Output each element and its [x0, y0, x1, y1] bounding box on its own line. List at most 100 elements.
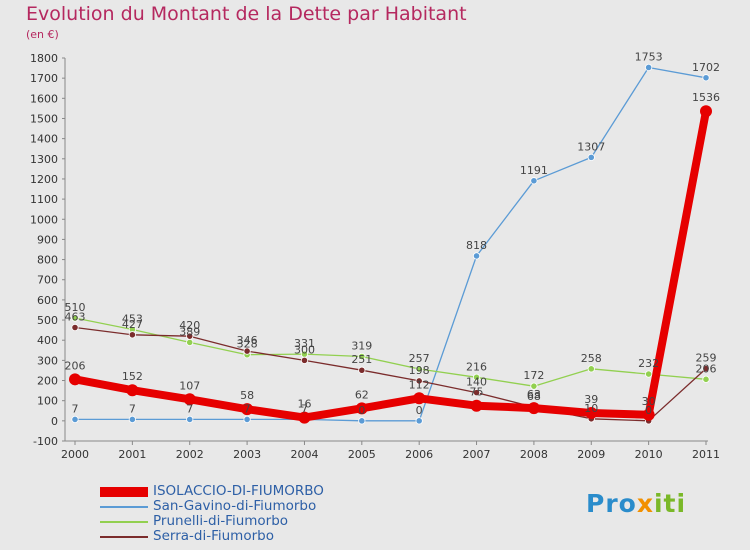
data-point — [530, 382, 538, 390]
series-lines — [71, 66, 710, 422]
data-point — [645, 370, 653, 378]
chart-subtitle: (en €) — [26, 28, 59, 41]
y-tick-label: 800 — [37, 254, 58, 267]
data-label: 7 — [129, 402, 136, 415]
data-point — [587, 153, 595, 161]
data-point — [413, 392, 426, 405]
data-label: 107 — [179, 379, 200, 392]
data-label: 63 — [527, 388, 541, 401]
x-tick-label: 2010 — [635, 448, 663, 461]
data-label: 1753 — [635, 50, 663, 63]
x-tick-label: 2004 — [290, 448, 318, 461]
legend-swatch-san-gavino — [100, 506, 148, 508]
data-point — [183, 393, 196, 406]
data-label: 1536 — [692, 91, 720, 104]
legend-label-san-gavino: San-Gavino-di-Fiumorbo — [153, 498, 317, 514]
data-label: 420 — [179, 319, 200, 332]
data-label: 258 — [581, 352, 602, 365]
y-tick-label: 1500 — [30, 112, 58, 125]
data-label: 251 — [351, 353, 372, 366]
data-point — [415, 417, 423, 425]
data-point — [642, 408, 655, 421]
data-label: 259 — [696, 352, 717, 365]
y-tick-label: 1300 — [30, 153, 58, 166]
data-label: 68 — [527, 390, 541, 403]
y-tick-label: 400 — [37, 334, 58, 347]
data-label: 206 — [65, 359, 86, 372]
data-point — [241, 403, 254, 416]
data-label: 463 — [65, 311, 86, 324]
x-tick-label: 2000 — [61, 448, 89, 461]
data-label: 232 — [638, 357, 659, 370]
legend-label-serra: Serra-di-Fiumorbo — [153, 528, 274, 544]
data-label: 172 — [523, 369, 544, 382]
data-point — [472, 389, 481, 397]
x-tick-label: 2005 — [348, 448, 376, 461]
data-point — [71, 415, 79, 424]
data-label: 216 — [466, 360, 487, 373]
data-label: 1307 — [577, 140, 605, 153]
data-label: 1191 — [520, 164, 548, 177]
data-label: 58 — [240, 389, 254, 402]
y-tick-label: 1700 — [30, 72, 58, 85]
data-point — [71, 323, 79, 332]
data-label: 112 — [409, 378, 430, 391]
data-point — [358, 417, 366, 425]
data-point — [587, 365, 595, 373]
data-label: 152 — [122, 370, 143, 383]
series-line — [74, 317, 707, 387]
data-point — [298, 411, 311, 424]
data-label: 75 — [470, 386, 484, 399]
data-label: 0 — [358, 404, 365, 417]
y-tick-label: 0 — [51, 415, 58, 428]
series-line — [74, 326, 707, 422]
chart-title: Evolution du Montant de la Dette par Hab… — [26, 3, 467, 25]
data-point — [69, 373, 81, 386]
value-labels: 7 7 7 7 7 0 0 818 1191 1307 1753 1702 510 453 389 328 33… — [65, 50, 721, 416]
data-label: 198 — [409, 364, 430, 377]
data-label: 0 — [416, 404, 423, 417]
data-label: 1702 — [692, 61, 720, 74]
data-point — [470, 399, 483, 412]
legend-swatch-prunelli — [100, 521, 148, 523]
data-label: 257 — [409, 352, 430, 365]
y-tick-label: 300 — [37, 354, 58, 367]
x-tick-label: 2006 — [405, 448, 433, 461]
legend-label-prunelli: Prunelli-di-Fiumorbo — [153, 513, 289, 529]
data-label: 510 — [65, 301, 86, 314]
x-tick-label: 2011 — [692, 448, 720, 461]
data-point — [71, 314, 79, 322]
series-points — [69, 63, 712, 425]
y-tick-label: 1600 — [30, 92, 58, 105]
series-line — [71, 107, 710, 422]
data-label: 62 — [355, 388, 369, 401]
data-label: 10 — [584, 402, 598, 415]
data-label: 7 — [244, 402, 251, 415]
data-point — [186, 415, 194, 424]
data-point — [530, 177, 538, 185]
data-label: 427 — [122, 318, 143, 331]
data-label: 818 — [466, 239, 487, 252]
data-label: 453 — [122, 313, 143, 326]
data-point — [358, 366, 366, 374]
data-point — [128, 415, 136, 424]
data-point — [585, 406, 598, 419]
legend-swatch-isolaccio — [100, 487, 148, 497]
data-label: 0 — [645, 404, 652, 417]
data-point — [702, 375, 710, 383]
data-point — [527, 402, 540, 415]
data-point — [645, 63, 653, 72]
data-label: 346 — [237, 334, 258, 347]
y-tick-label: 200 — [37, 375, 58, 388]
data-label: 331 — [294, 337, 315, 350]
data-point — [415, 377, 423, 385]
series-line — [74, 66, 707, 422]
data-point — [415, 365, 423, 373]
x-tick-label: 2008 — [520, 448, 548, 461]
y-tick-label: 700 — [37, 274, 58, 287]
data-point — [126, 384, 139, 397]
axis-ticks: -100010020030040050060070080090010001100… — [30, 52, 720, 461]
data-label: 7 — [186, 402, 193, 415]
x-tick-label: 2002 — [176, 448, 204, 461]
